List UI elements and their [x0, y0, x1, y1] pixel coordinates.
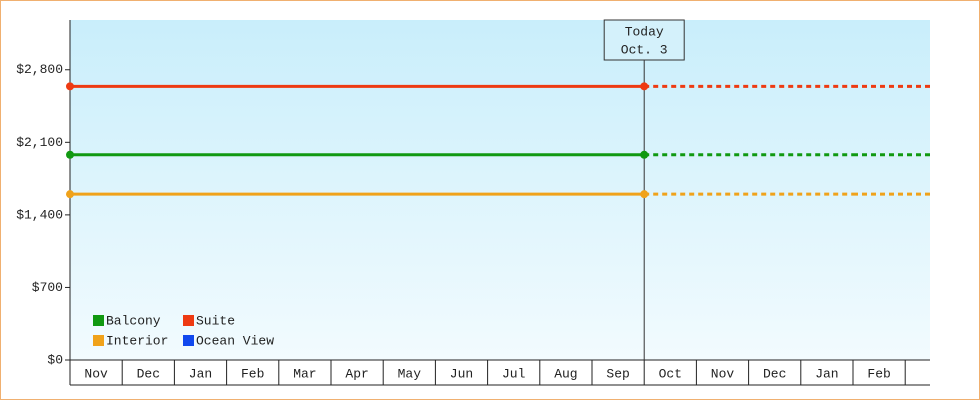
y-tick-label: $0 [47, 352, 63, 367]
point [640, 190, 649, 199]
legend-swatch [93, 315, 104, 326]
legend-swatch [183, 315, 194, 326]
point [640, 82, 649, 91]
today-box [603, 19, 685, 61]
legend-label: Suite [196, 313, 235, 328]
x-tick-label: Jan [815, 366, 838, 381]
x-tick-label: May [398, 366, 422, 381]
point [640, 150, 649, 159]
today-label: Oct. 3 [621, 42, 668, 57]
legend-swatch [93, 335, 104, 346]
x-tick-label: Mar [293, 366, 316, 381]
y-tick-label: $2,100 [16, 135, 63, 150]
x-tick-label: Feb [241, 366, 264, 381]
y-tick-label: $700 [32, 280, 63, 295]
x-tick-label: Feb [867, 366, 890, 381]
x-tick-label: Aug [554, 366, 577, 381]
today-label: Today [625, 24, 664, 39]
x-tick-label: Nov [711, 366, 735, 381]
y-tick-label: $1,400 [16, 207, 63, 222]
legend-label: Balcony [106, 313, 161, 328]
plot-area [70, 20, 930, 360]
legend-label: Ocean View [196, 333, 274, 348]
x-tick-label: Dec [763, 366, 786, 381]
point [66, 82, 74, 91]
point [66, 150, 74, 159]
x-tick-label: Jul [502, 366, 526, 381]
x-tick-label: Oct [659, 366, 682, 381]
x-tick-label: Jan [189, 366, 212, 381]
y-tick-label: $2,800 [16, 62, 63, 77]
legend-label: Interior [106, 333, 168, 348]
point [66, 190, 74, 199]
x-tick-label: Apr [345, 366, 368, 381]
legend-swatch [183, 335, 194, 346]
x-tick-label: Jun [450, 366, 473, 381]
x-tick-label: Nov [84, 366, 108, 381]
x-tick-label: Dec [137, 366, 160, 381]
x-tick-label: Sep [606, 366, 629, 381]
